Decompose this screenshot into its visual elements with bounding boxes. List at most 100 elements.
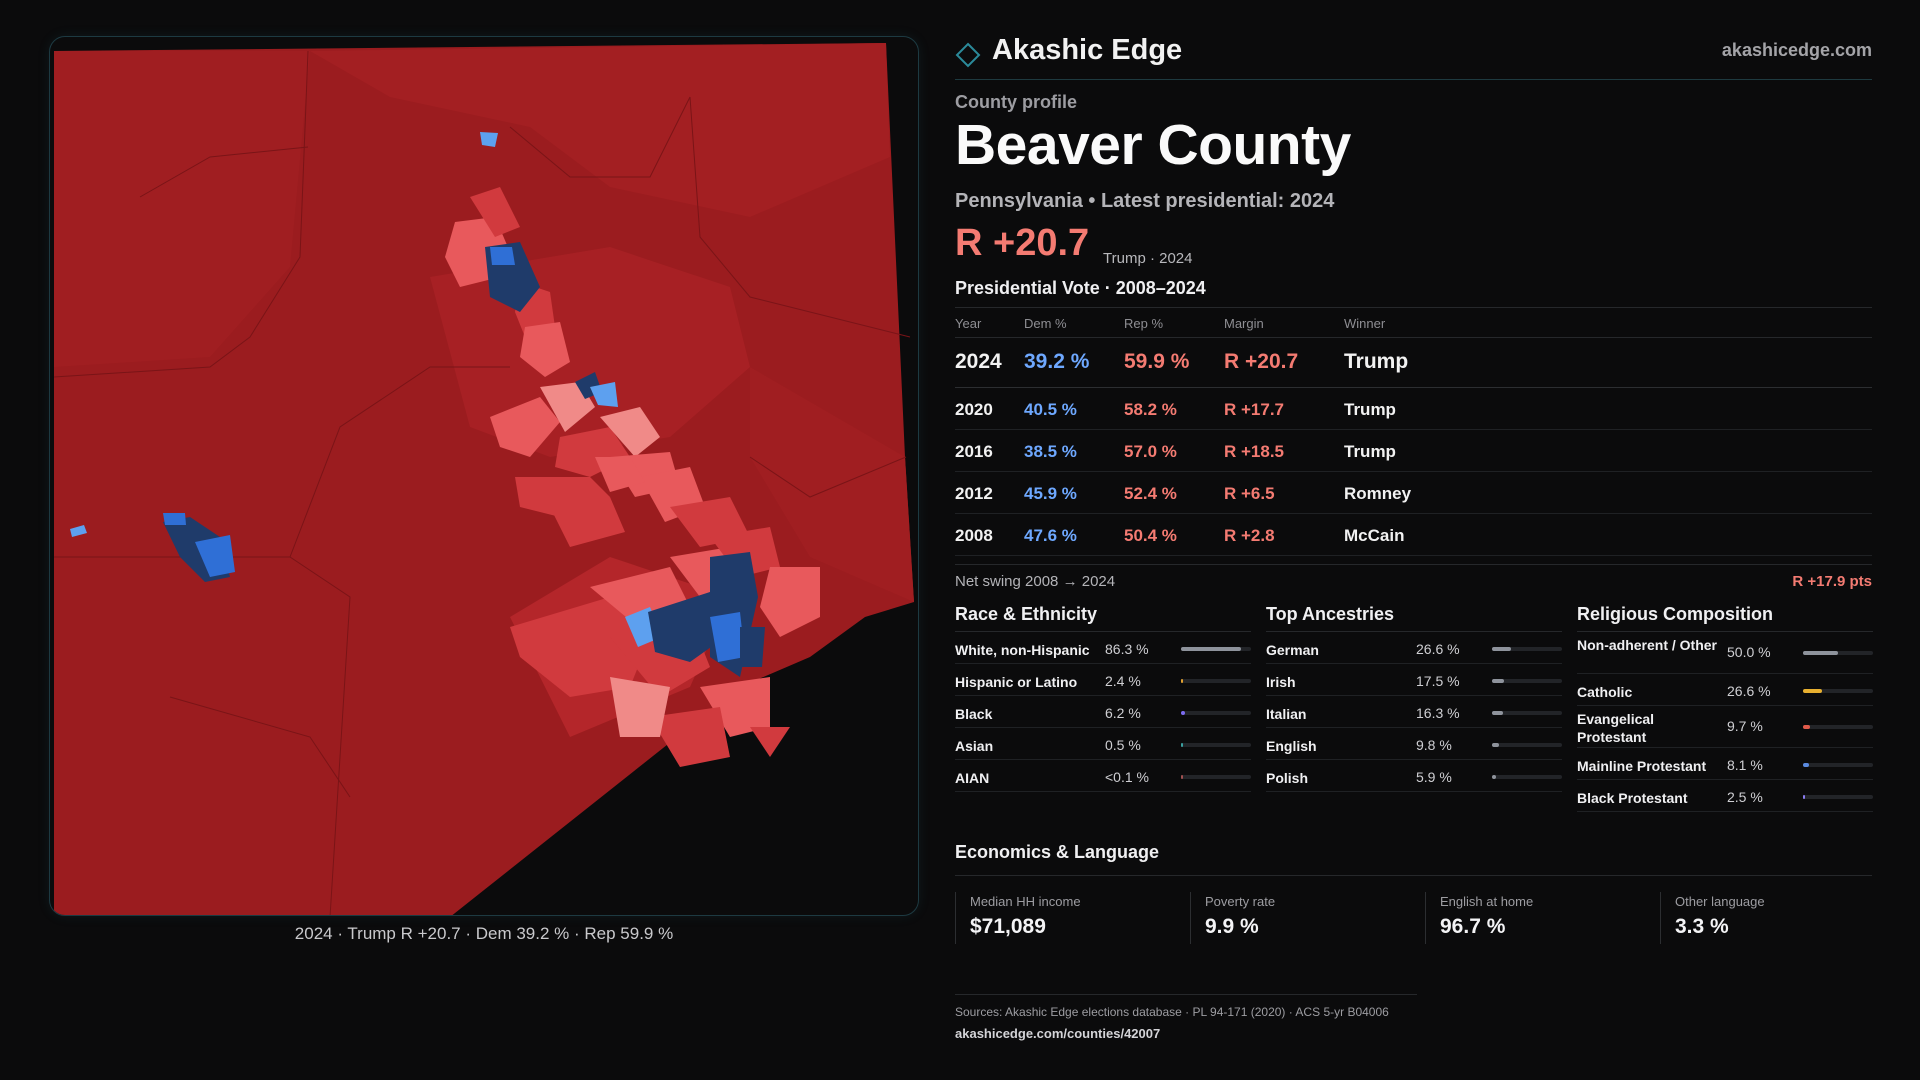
ancestry-label: Italian: [1266, 706, 1307, 722]
religion-bar-fill: [1803, 689, 1822, 693]
ancestry-value: 17.5 %: [1416, 673, 1460, 689]
row-year: 2008: [955, 526, 993, 545]
ancestry-value: 9.8 %: [1416, 737, 1452, 753]
ancestry-label: German: [1266, 642, 1319, 658]
race-ethnicity-title: Race & Ethnicity: [955, 600, 1251, 632]
ancestry-label: Irish: [1266, 674, 1296, 690]
row-year: 2016: [955, 442, 993, 461]
county-profile-panel: Akashic Edge akashicedge.com County prof…: [955, 0, 1873, 1080]
county-page-link[interactable]: akashicedge.com/counties/42007: [955, 1026, 1161, 1041]
headline-margin-note: Trump · 2024: [1103, 250, 1193, 267]
brand-name: Akashic Edge: [992, 34, 1183, 66]
race-row: Hispanic or Latino 2.4 %: [955, 664, 1251, 696]
religion-bar-track: [1803, 689, 1873, 693]
race-row: AIAN <0.1 %: [955, 760, 1251, 792]
econ-value: 9.9 %: [1205, 915, 1259, 938]
table-header: Year Dem % Rep % Margin Winner: [955, 308, 1872, 338]
econ-label: Median HH income: [970, 894, 1081, 909]
row-winner: McCain: [1344, 526, 1405, 545]
race-value: <0.1 %: [1105, 769, 1149, 785]
race-bar-fill: [1181, 679, 1183, 683]
row-winner: Romney: [1344, 484, 1412, 503]
row-dem: 38.5 %: [1024, 442, 1077, 461]
race-bar-fill: [1181, 647, 1241, 651]
ancestry-row: German 26.6 %: [1266, 632, 1562, 664]
race-row: Black 6.2 %: [955, 696, 1251, 728]
race-label: AIAN: [955, 770, 990, 786]
header-margin: Margin: [1224, 316, 1264, 331]
presidential-vote-table: Year Dem % Rep % Margin Winner 2024 39.2…: [955, 307, 1872, 556]
headline-margin: R +20.7: [955, 222, 1090, 264]
religion-label: Black Protestant: [1577, 790, 1688, 806]
race-value: 6.2 %: [1105, 705, 1141, 721]
ancestry-bar-fill: [1492, 743, 1499, 747]
sources-footer: Sources: Akashic Edge elections database…: [955, 994, 1417, 1041]
header-rep: Rep %: [1124, 316, 1164, 331]
row-margin: R +17.7: [1224, 400, 1285, 419]
ancestry-bar-track: [1492, 647, 1562, 651]
region-west: [54, 51, 310, 367]
ancestry-bar-fill: [1492, 711, 1503, 715]
diamond-logo-icon: [955, 42, 981, 68]
row-margin: R +6.5: [1224, 484, 1275, 503]
religion-bar-fill: [1803, 725, 1810, 729]
econ-other-language: Other language 3.3 %: [1660, 892, 1880, 944]
religion-value: 26.6 %: [1727, 683, 1771, 699]
row-margin: R +2.8: [1224, 526, 1275, 545]
precincts-corridor: [445, 187, 750, 547]
ancestry-section: Top Ancestries German 26.6 % Irish 17.5 % …: [1266, 600, 1562, 792]
county-map-panel[interactable]: [49, 36, 919, 916]
row-year: 2024: [955, 350, 1002, 373]
row-rep: 50.4 %: [1124, 526, 1177, 545]
race-value: 0.5 %: [1105, 737, 1141, 753]
econ-label: Poverty rate: [1205, 894, 1276, 909]
row-rep: 59.9 %: [1124, 350, 1190, 373]
map-caption: 2024 · Trump R +20.7 · Dem 39.2 % · Rep …: [294, 924, 674, 943]
net-swing-value: R +17.9 pts: [1792, 573, 1872, 590]
econ-value: $71,089: [970, 915, 1046, 938]
religion-row: Mainline Protestant 8.1 %: [1577, 748, 1873, 780]
race-label: Hispanic or Latino: [955, 674, 1078, 690]
religion-bar-track: [1803, 763, 1873, 767]
religion-bar-fill: [1803, 763, 1809, 767]
race-bar-fill: [1181, 775, 1183, 779]
econ-label: English at home: [1440, 894, 1534, 909]
race-bar-track: [1181, 647, 1251, 651]
sources-text: Sources: Akashic Edge elections database…: [955, 1005, 1389, 1019]
econ-value: 96.7 %: [1440, 915, 1506, 938]
row-margin: R +18.5: [1224, 442, 1285, 461]
brand-url-link[interactable]: akashicedge.com: [1721, 40, 1872, 60]
table-row: 2020 40.5 % 58.2 % R +17.7 Trump: [955, 388, 1872, 430]
ancestry-value: 16.3 %: [1416, 705, 1460, 721]
religion-bar-track: [1803, 725, 1873, 729]
row-rep: 58.2 %: [1124, 400, 1177, 419]
ancestry-row: English 9.8 %: [1266, 728, 1562, 760]
precincts-blue: [70, 132, 765, 677]
ancestry-row: Italian 16.3 %: [1266, 696, 1562, 728]
row-year: 2012: [955, 484, 993, 503]
row-rep: 52.4 %: [1124, 484, 1177, 503]
race-label: Black: [955, 706, 993, 722]
row-winner: Trump: [1344, 442, 1396, 461]
table-row: 2016 38.5 % 57.0 % R +18.5 Trump: [955, 430, 1872, 472]
ancestry-label: Polish: [1266, 770, 1309, 786]
religion-bar-fill: [1803, 795, 1805, 799]
profile-subtitle: Pennsylvania • Latest presidential: 2024: [955, 190, 1335, 212]
precinct-map[interactable]: [50, 37, 919, 916]
religion-row: Catholic 26.6 %: [1577, 674, 1873, 706]
net-swing-row: Net swing 2008 → 2024 R +17.9 pts: [955, 564, 1872, 594]
econ-value: 3.3 %: [1675, 915, 1729, 938]
ancestry-value: 26.6 %: [1416, 641, 1460, 657]
religion-label: Non-adherent / Other: [1577, 637, 1718, 653]
economics-title: Economics & Language: [955, 842, 1872, 876]
ancestry-row: Polish 5.9 %: [1266, 760, 1562, 792]
race-bar-track: [1181, 679, 1251, 683]
table-row: 2008 47.6 % 50.4 % R +2.8 McCain: [955, 514, 1872, 556]
row-dem: 40.5 %: [1024, 400, 1077, 419]
ancestry-bar-track: [1492, 711, 1562, 715]
religion-bar-fill: [1803, 651, 1838, 655]
race-label: Asian: [955, 738, 994, 754]
race-bar-fill: [1181, 711, 1185, 715]
religion-row: Non-adherent / Other 50.0 %: [1577, 632, 1873, 674]
ancestry-value: 5.9 %: [1416, 769, 1452, 785]
